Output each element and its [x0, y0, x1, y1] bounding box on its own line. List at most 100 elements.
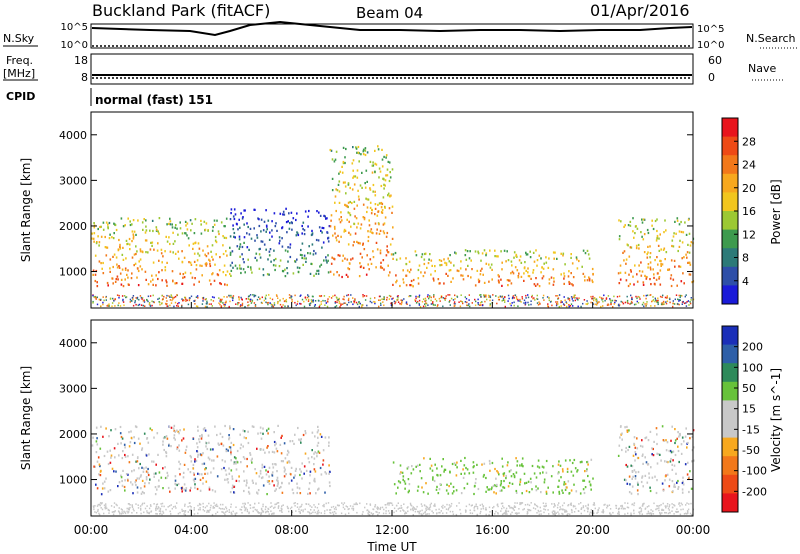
echo-cell — [262, 448, 265, 451]
echo-cell — [559, 506, 561, 508]
echo-cell — [306, 296, 309, 299]
echo-cell — [335, 506, 337, 509]
echo-cell — [563, 296, 565, 298]
echo-cell — [124, 446, 126, 449]
echo-cell — [621, 504, 623, 507]
echo-cell — [566, 513, 568, 516]
echo-cell — [479, 273, 482, 276]
echo-cell — [308, 487, 310, 490]
echo-cell — [366, 509, 369, 511]
echo-cell — [287, 449, 289, 452]
echo-cell — [558, 479, 560, 482]
echo-cell — [182, 476, 185, 479]
echo-cell — [466, 482, 469, 485]
echo-cell — [232, 215, 235, 218]
echo-cell — [503, 512, 505, 515]
echo-cell — [207, 434, 210, 437]
echo-cell — [504, 513, 507, 515]
echo-cell — [630, 270, 632, 273]
echo-cell — [228, 509, 230, 511]
echo-cell — [119, 512, 121, 515]
echo-cell — [565, 301, 567, 303]
echo-cell — [326, 301, 329, 303]
echo-cell — [491, 461, 494, 465]
echo-cell — [534, 503, 536, 505]
echo-cell — [113, 222, 115, 225]
echo-cell — [304, 432, 307, 435]
echo-cell — [640, 480, 643, 484]
echo-cell — [545, 261, 548, 264]
echo-cell — [130, 430, 132, 433]
echo-cell — [95, 242, 98, 245]
echo-cell — [658, 276, 661, 279]
echo-cell — [158, 506, 160, 509]
echo-cell — [288, 294, 291, 296]
echo-cell — [639, 444, 642, 448]
echo-cell — [307, 511, 309, 513]
echo-cell — [428, 507, 431, 509]
echo-cell — [387, 502, 389, 505]
echo-cell — [229, 491, 232, 494]
echo-cell — [267, 301, 270, 304]
echo-cell — [350, 225, 352, 228]
echo-cell — [531, 296, 533, 298]
echo-cell — [96, 443, 99, 446]
echo-cell — [648, 505, 650, 507]
echo-cell — [567, 297, 569, 299]
echo-cell — [587, 463, 589, 466]
echo-cell — [171, 270, 174, 273]
echo-cell — [342, 503, 344, 506]
echo-cell — [256, 492, 259, 495]
echo-cell — [218, 507, 221, 509]
nsearch-tick-bottom: 10^0 — [697, 40, 724, 51]
echo-cell — [351, 507, 353, 510]
echo-cell — [495, 255, 498, 258]
echo-cell — [271, 220, 273, 223]
echo-cell — [234, 236, 236, 239]
echo-cell — [651, 453, 653, 456]
echo-cell — [521, 457, 524, 460]
echo-cell — [679, 294, 682, 297]
echo-cell — [660, 504, 662, 506]
echo-cell — [310, 509, 312, 511]
echo-cell — [156, 488, 158, 491]
echo-cell — [419, 510, 421, 512]
echo-cell — [479, 301, 482, 304]
echo-cell — [281, 508, 283, 511]
echo-cell — [637, 243, 640, 247]
echo-cell — [322, 459, 325, 462]
echo-cell — [245, 298, 247, 300]
echo-cell — [519, 300, 521, 302]
echo-cell — [253, 208, 255, 211]
echo-cell — [637, 302, 640, 304]
echo-cell — [271, 513, 273, 515]
echo-cell — [284, 468, 286, 471]
echo-cell — [473, 507, 475, 509]
echo-cell — [218, 302, 220, 304]
echo-cell — [281, 227, 283, 230]
echo-cell — [366, 206, 369, 209]
echo-cell — [678, 294, 680, 297]
echo-cell — [479, 512, 481, 515]
echo-cell — [193, 283, 195, 286]
echo-cell — [345, 273, 348, 276]
echo-cell — [129, 248, 131, 251]
echo-cell — [661, 425, 664, 428]
echo-cell — [617, 512, 619, 515]
echo-cell — [295, 510, 297, 512]
echo-cell — [656, 507, 658, 510]
echo-cell — [174, 226, 176, 229]
echo-cell — [655, 239, 658, 242]
echo-cell — [93, 222, 95, 225]
echo-cell — [621, 438, 623, 441]
echo-cell — [657, 263, 659, 266]
echo-cell — [507, 485, 510, 488]
echo-cell — [375, 241, 378, 244]
echo-cell — [677, 303, 679, 305]
echo-cell — [114, 428, 117, 431]
echo-cell — [121, 268, 124, 271]
echo-cell — [483, 249, 486, 252]
echo-cell — [264, 451, 266, 454]
echo-cell — [296, 231, 298, 234]
echo-cell — [426, 266, 428, 269]
